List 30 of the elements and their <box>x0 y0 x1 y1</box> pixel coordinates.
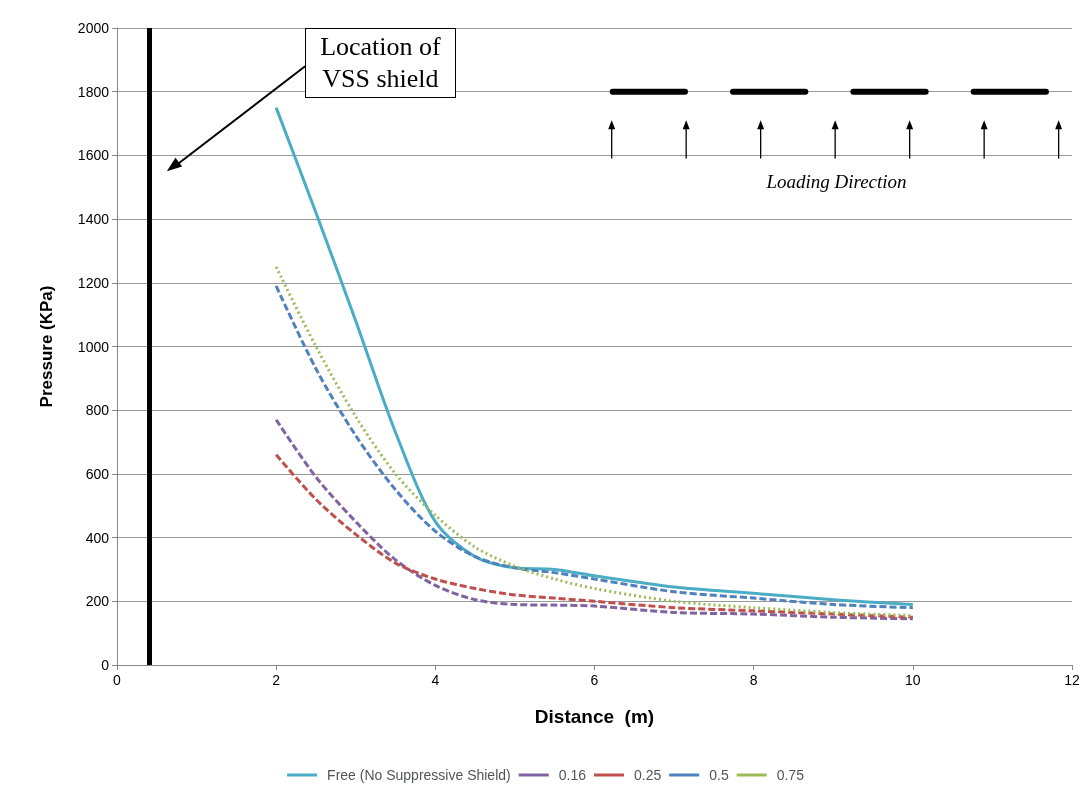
y-tick-label: 1800 <box>77 83 110 100</box>
y-tick-label: 1400 <box>77 211 110 228</box>
y-tick-label: 2000 <box>77 20 110 36</box>
x-tick-label: 6 <box>590 672 599 688</box>
x-tick-label: 0 <box>113 672 122 688</box>
x-tick-label: 10 <box>905 672 921 688</box>
y-tick-label: 1000 <box>77 338 110 355</box>
y-tick-label: 0 <box>101 657 110 673</box>
legend-label: 0.75 <box>776 767 805 783</box>
legend-label: Free (No Suppressive Shield) <box>327 767 511 783</box>
x-tick-label: 12 <box>1064 672 1080 688</box>
annotation: Location of VSS shield <box>305 28 456 98</box>
y-tick-label: 1600 <box>77 147 110 164</box>
legend-label: 0.25 <box>633 767 662 783</box>
line-series <box>274 106 915 606</box>
y-axis-title: Pressure (KPa) <box>37 285 56 408</box>
x-tick-label: 4 <box>431 672 440 688</box>
y-tick-label: 600 <box>85 465 110 482</box>
y-tick-label: 1200 <box>77 274 110 291</box>
line-series <box>274 418 915 621</box>
y-tick-label: 200 <box>85 593 110 610</box>
y-tick-label: 800 <box>85 402 110 419</box>
legend-label: 0.16 <box>558 767 587 783</box>
y-tick-label: 400 <box>85 529 110 546</box>
legend-label: 0.5 <box>709 767 729 783</box>
annotation: Loading Direction <box>766 171 907 194</box>
x-tick-label: 8 <box>749 672 758 688</box>
x-axis-title: Distance (m) <box>534 706 655 727</box>
line-series <box>274 453 915 619</box>
x-tick-label: 2 <box>272 672 281 688</box>
